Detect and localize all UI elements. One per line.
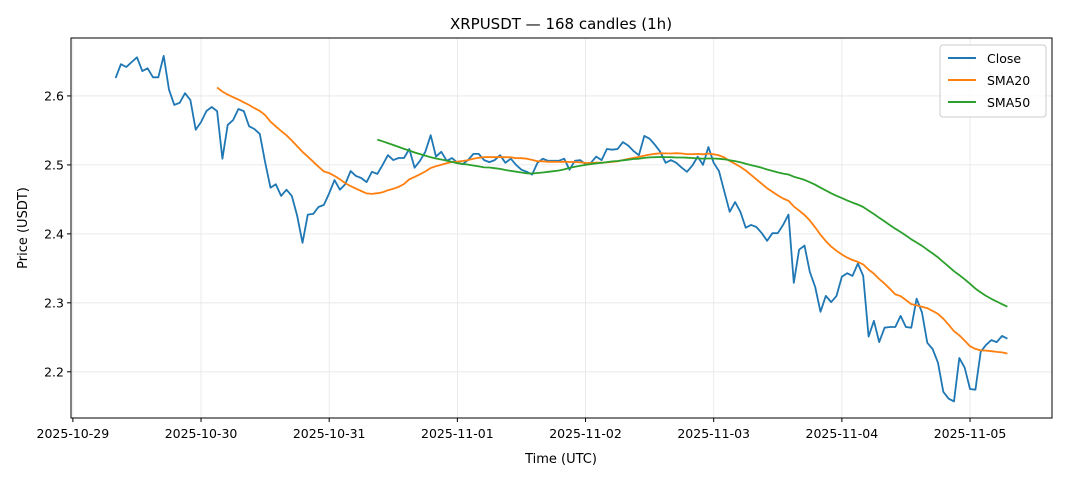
sma50-line xyxy=(377,138,1008,308)
close-line xyxy=(114,55,1008,403)
grid xyxy=(71,38,1052,418)
plot-frame xyxy=(70,37,1053,419)
y-axis-label: Price (USDT) xyxy=(16,187,31,269)
x-axis-label: Time (UTC) xyxy=(524,452,597,467)
chart-title: XRPUSDT — 168 candles (1h) xyxy=(450,15,672,33)
x-tick-label: 2025-11-02 xyxy=(549,426,622,441)
x-tick-label: 2025-11-01 xyxy=(421,426,494,441)
legend: Close SMA20 SMA50 xyxy=(939,44,1047,118)
x-axis: 2025-10-29 2025-10-30 2025-10-31 2025-11-01… xyxy=(37,418,1007,441)
x-tick-label: 2025-10-31 xyxy=(293,426,366,441)
y-tick-label: 2.3 xyxy=(44,295,64,310)
sma20-line xyxy=(216,86,1008,355)
y-tick-label: 2.6 xyxy=(44,88,64,103)
x-tick-label: 2025-10-29 xyxy=(37,426,110,441)
legend-box xyxy=(939,44,1047,118)
legend-label-close: Close xyxy=(987,51,1021,66)
x-tick-label: 2025-10-30 xyxy=(165,426,238,441)
x-tick-label: 2025-11-04 xyxy=(806,426,879,441)
y-tick-label: 2.5 xyxy=(44,157,64,172)
legend-label-sma20: SMA20 xyxy=(987,73,1030,88)
y-tick-label: 2.4 xyxy=(44,226,64,241)
series-lines xyxy=(114,55,1008,403)
legend-label-sma50: SMA50 xyxy=(987,95,1030,110)
x-tick-label: 2025-11-05 xyxy=(934,426,1007,441)
x-tick-label: 2025-11-03 xyxy=(677,426,750,441)
y-tick-label: 2.2 xyxy=(44,364,64,379)
y-axis: 2.2 2.3 2.4 2.5 2.6 xyxy=(44,88,71,379)
